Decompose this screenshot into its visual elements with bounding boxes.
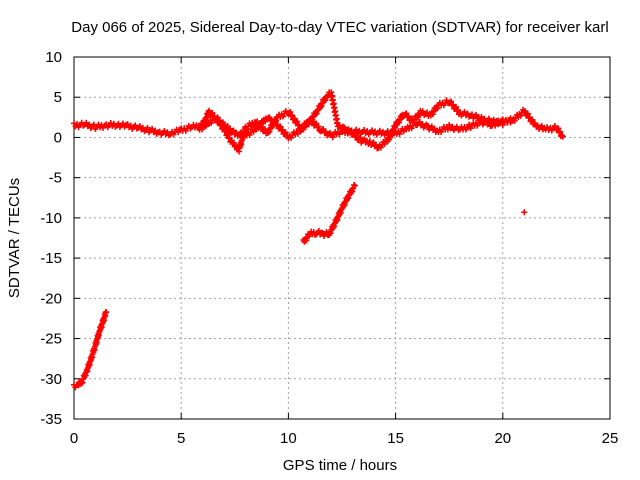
- data-point: [287, 109, 294, 116]
- data-point: [206, 107, 213, 114]
- x-axis-label: GPS time / hours: [283, 457, 397, 474]
- x-tick-label: 15: [387, 430, 404, 447]
- data-point: [349, 188, 356, 195]
- data-point: [429, 111, 436, 118]
- data-point: [152, 127, 159, 134]
- data-point: [402, 111, 409, 118]
- data-point: [557, 128, 564, 135]
- data-point: [551, 123, 558, 130]
- data-point: [124, 121, 131, 128]
- data-point: [345, 126, 352, 133]
- data-point: [294, 118, 301, 125]
- x-tick-label: 25: [602, 430, 619, 447]
- data-point: [434, 105, 441, 112]
- data-point: [521, 209, 528, 216]
- y-tick-label: -5: [49, 170, 62, 187]
- data-point: [266, 128, 273, 135]
- data-point: [315, 123, 322, 130]
- data-point: [464, 110, 471, 117]
- data-point: [345, 195, 352, 202]
- data-point: [453, 103, 460, 110]
- axes: 0 5 10 15 20 25 10 5 0 -5 -10 -15 -20 -25 -30 -35: [40, 49, 618, 447]
- data-point: [304, 120, 311, 127]
- data-point: [448, 98, 455, 105]
- y-tick-label: -25: [40, 331, 62, 348]
- data-point: [208, 119, 215, 126]
- data-point: [446, 121, 453, 128]
- data-point: [257, 124, 264, 131]
- data-point: [215, 118, 222, 125]
- data-point: [461, 109, 468, 116]
- data-point: [303, 237, 310, 244]
- data-point: [289, 112, 296, 119]
- data-point: [529, 116, 536, 123]
- data-point: [351, 182, 358, 189]
- data-point: [136, 123, 143, 130]
- data-point: [405, 113, 412, 120]
- data-point: [132, 122, 139, 129]
- y-axis-label: SDTVAR / TECUs: [6, 178, 23, 298]
- data-point: [368, 127, 375, 134]
- data-point: [396, 119, 403, 126]
- data-point: [161, 127, 168, 134]
- x-tick-label: 10: [280, 430, 297, 447]
- x-tick-label: 0: [70, 430, 78, 447]
- data-point: [282, 129, 289, 136]
- data-point: [466, 121, 473, 128]
- y-tick-label: 10: [45, 49, 62, 66]
- data-points: [71, 89, 566, 391]
- series-group: [521, 209, 528, 216]
- data-point: [78, 380, 85, 387]
- series-group: [71, 89, 566, 155]
- data-point: [83, 119, 90, 126]
- data-point: [524, 110, 531, 117]
- series-group: [300, 182, 358, 245]
- x-tick-label: 5: [177, 430, 185, 447]
- y-tick-label: 5: [54, 89, 62, 106]
- data-point: [510, 116, 517, 123]
- y-tick-label: -30: [40, 371, 62, 388]
- data-point: [277, 123, 284, 130]
- data-point: [103, 309, 110, 316]
- data-point: [415, 113, 422, 120]
- data-point: [555, 125, 562, 132]
- data-point: [384, 128, 391, 135]
- data-point: [213, 115, 220, 122]
- data-point: [208, 110, 215, 117]
- data-point: [299, 126, 306, 133]
- data-point: [214, 114, 221, 121]
- data-point: [357, 134, 364, 141]
- series-group: [71, 309, 110, 391]
- data-point: [444, 126, 451, 133]
- data-point: [376, 127, 383, 134]
- y-tick-label: -10: [40, 210, 62, 227]
- data-point: [144, 124, 151, 131]
- y-tick-label: 0: [54, 129, 62, 146]
- data-point: [517, 112, 524, 119]
- data-point: [216, 117, 223, 124]
- data-point: [559, 133, 566, 140]
- x-tick-label: 20: [494, 430, 511, 447]
- data-point: [313, 110, 320, 117]
- series-group: [195, 114, 517, 142]
- chart-title: Day 066 of 2025, Sidereal Day-to-day VTE…: [71, 19, 608, 36]
- data-point: [482, 118, 489, 125]
- data-point: [361, 127, 368, 134]
- y-tick-label: -20: [40, 290, 62, 307]
- data-point: [403, 110, 410, 117]
- y-tick-label: -15: [40, 250, 62, 267]
- y-tick-label: -35: [40, 411, 62, 428]
- data-point: [149, 125, 156, 132]
- data-point: [353, 126, 360, 133]
- grid: [74, 57, 610, 419]
- data-point: [404, 114, 411, 121]
- plot-frame: [73, 56, 611, 420]
- data-point: [209, 109, 216, 116]
